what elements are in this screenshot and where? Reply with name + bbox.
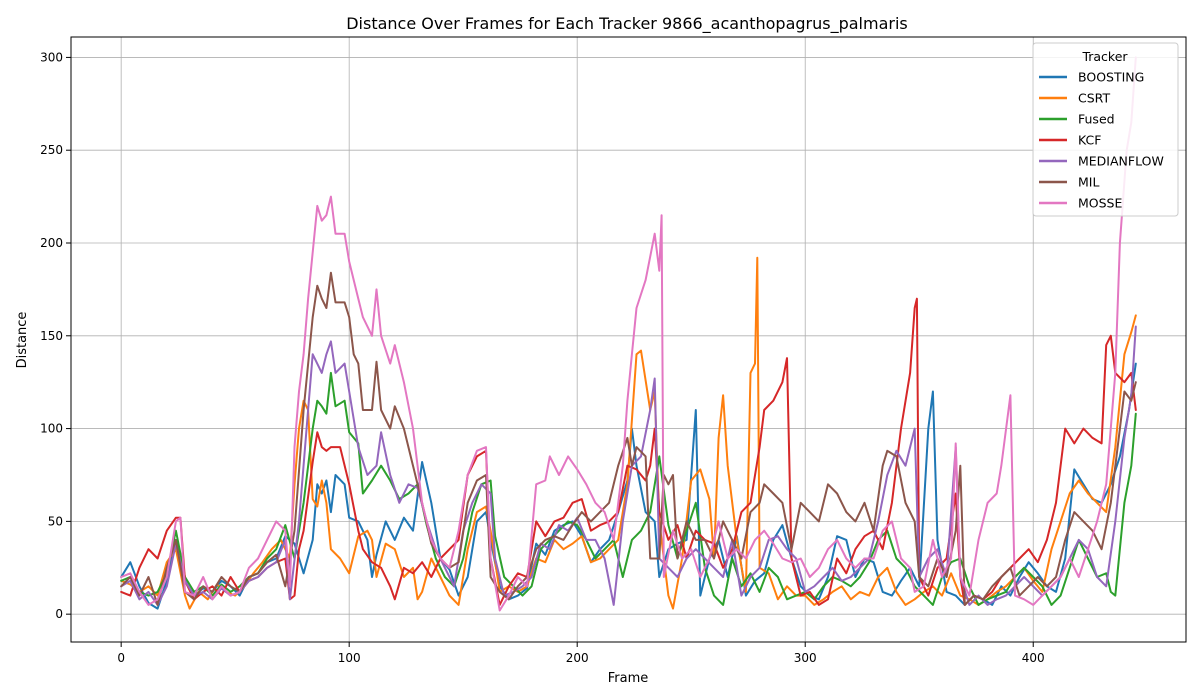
series-lines bbox=[120, 56, 1137, 612]
series-line-csrt bbox=[120, 256, 1137, 610]
chart-title: Distance Over Frames for Each Tracker 98… bbox=[346, 14, 908, 34]
legend-label-mosse: MOSSE bbox=[1078, 196, 1122, 211]
legend-label-boosting: BOOSTING bbox=[1078, 70, 1144, 85]
y-axis-label: Distance bbox=[15, 312, 30, 369]
legend-label-mil: MIL bbox=[1078, 175, 1099, 190]
x-tick-label: 0 bbox=[117, 651, 125, 665]
y-tick-label: 100 bbox=[40, 422, 63, 436]
series-line-mosse bbox=[120, 56, 1137, 612]
x-tick-label: 100 bbox=[338, 651, 361, 665]
legend-label-fused: Fused bbox=[1078, 112, 1115, 127]
x-tick-label: 400 bbox=[1022, 651, 1045, 665]
legend-label-kcf: KCF bbox=[1078, 133, 1101, 148]
y-tick-label: 200 bbox=[40, 236, 63, 250]
legend-label-medianflow: MEDIANFLOW bbox=[1078, 154, 1164, 169]
legend: Tracker BOOSTING CSRT Fused KCF MEDIANFLOW MI… bbox=[1032, 42, 1179, 217]
legend-label-csrt: CSRT bbox=[1078, 91, 1110, 106]
legend-title: Tracker bbox=[1081, 49, 1128, 64]
series-line-mil bbox=[120, 271, 1137, 606]
legend-items: BOOSTING CSRT Fused KCF MEDIANFLOW MIL MOSSE bbox=[1039, 70, 1164, 211]
x-tick-label: 200 bbox=[566, 651, 589, 665]
y-tick-label: 50 bbox=[48, 514, 63, 528]
x-tick-label: 300 bbox=[794, 651, 817, 665]
x-axis-label: Frame bbox=[608, 671, 649, 686]
y-tick-label: 250 bbox=[40, 143, 63, 157]
series-line-boosting bbox=[120, 362, 1137, 610]
y-tick-label: 300 bbox=[40, 50, 63, 64]
y-tick-label: 0 bbox=[55, 607, 63, 621]
x-axis-ticks: 0 100 200 300 400 bbox=[117, 642, 1045, 665]
grid bbox=[71, 37, 1186, 642]
plot-frame bbox=[70, 36, 1187, 643]
legend-box bbox=[1032, 42, 1179, 217]
y-tick-label: 150 bbox=[40, 329, 63, 343]
y-axis-ticks: 0 50 100 150 200 250 300 bbox=[40, 50, 71, 621]
